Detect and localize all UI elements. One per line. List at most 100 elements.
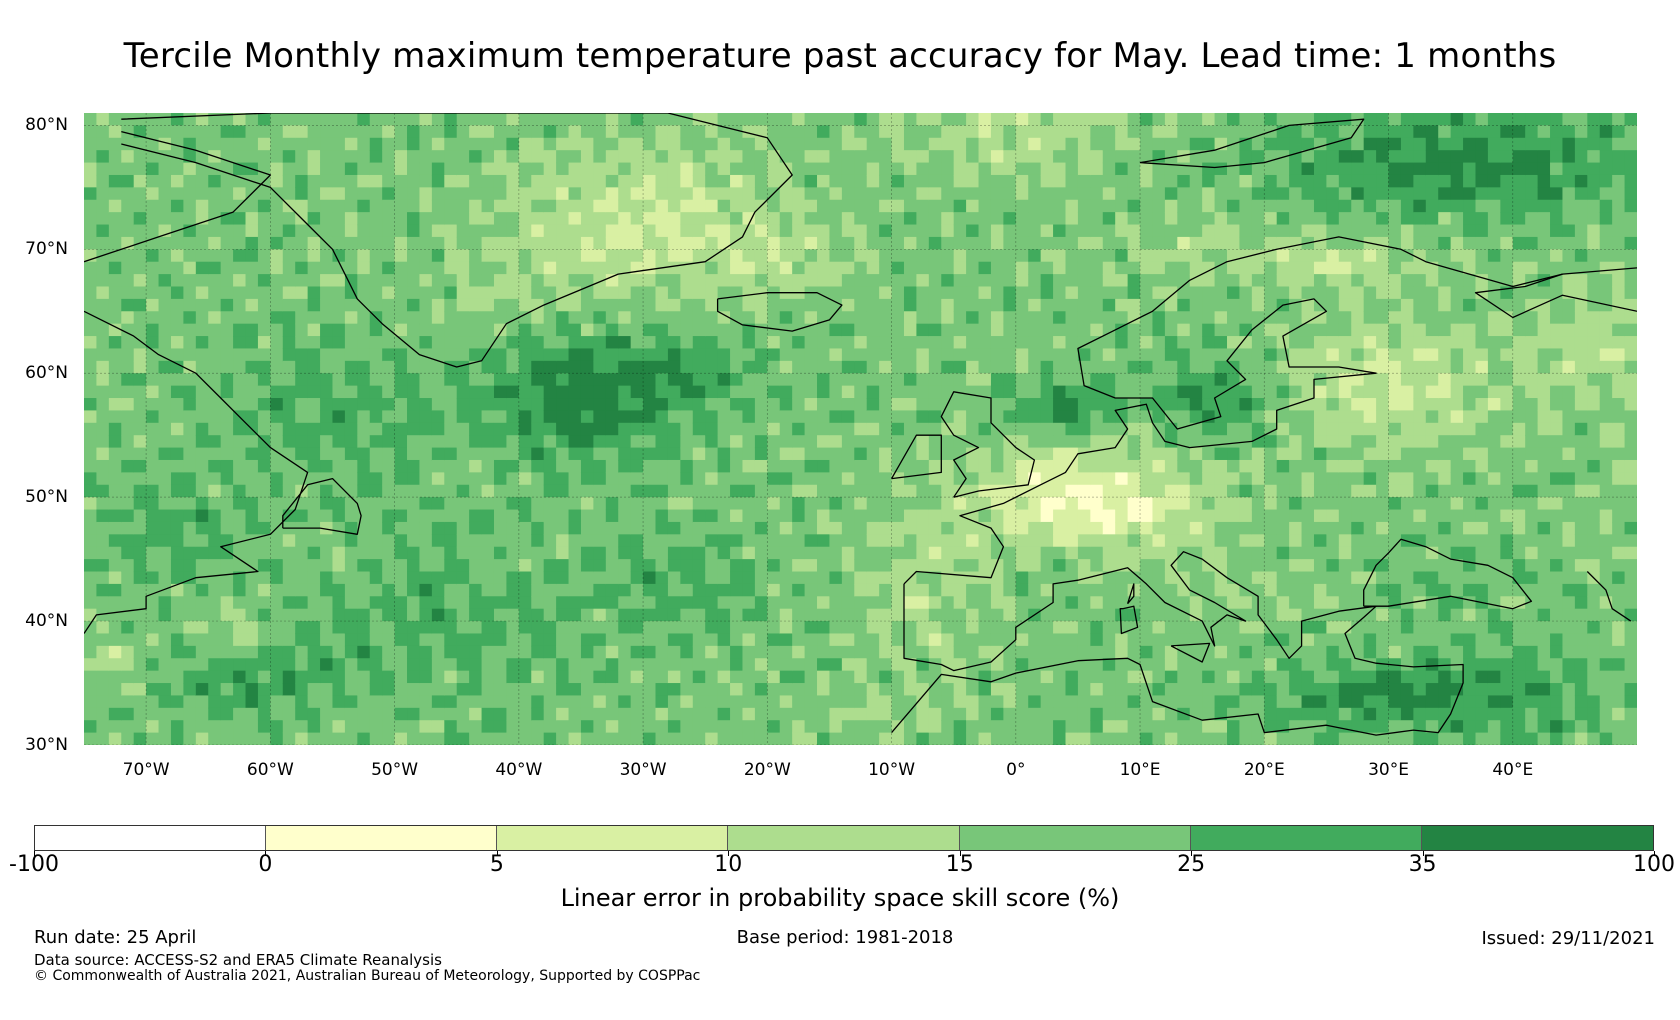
skill-cell: [133, 113, 147, 126]
skill-cell: [518, 298, 532, 312]
skill-cell: [829, 249, 843, 263]
skill-cell: [1140, 298, 1154, 312]
skill-cell: [1015, 707, 1029, 721]
skill-cell: [419, 559, 433, 573]
skill-cell: [431, 336, 445, 350]
skill-cell: [1202, 174, 1216, 188]
skill-cell: [1289, 199, 1303, 213]
skill-cell: [270, 236, 284, 250]
skill-cell: [493, 360, 508, 374]
skill-cell: [680, 113, 694, 126]
skill-cell: [680, 150, 694, 164]
skill-cell: [506, 608, 520, 622]
skill-cell: [257, 236, 271, 250]
skill-cell: [667, 683, 681, 697]
skill-cell: [121, 658, 135, 672]
skill-cell: [282, 373, 296, 387]
skill-cell: [1152, 670, 1166, 684]
skill-cell: [1015, 137, 1029, 151]
skill-cell: [543, 298, 557, 312]
skill-cell: [344, 336, 358, 350]
skill-cell: [382, 732, 396, 745]
skill-cell: [344, 695, 358, 709]
skill-cell: [966, 472, 980, 486]
skill-cell: [580, 410, 594, 424]
skill-cell: [841, 298, 855, 312]
skill-cell: [257, 113, 271, 126]
skill-cell: [767, 509, 781, 523]
skill-cell: [1127, 286, 1141, 300]
skill-cell: [978, 571, 992, 585]
skill-cell: [580, 447, 594, 461]
skill-cell: [717, 497, 731, 511]
skill-cell: [1003, 199, 1017, 213]
skill-cell: [1115, 521, 1129, 535]
skill-cell: [1028, 484, 1042, 498]
skill-cell: [1140, 249, 1154, 263]
skill-cell: [742, 286, 756, 300]
skill-cell: [307, 274, 321, 288]
skill-cell: [903, 150, 917, 164]
skill-cell: [518, 534, 532, 548]
skill-cell: [481, 373, 495, 387]
skill-cell: [146, 621, 160, 635]
skill-cell: [456, 683, 470, 697]
skill-cell: [369, 521, 383, 535]
skill-cell: [1289, 137, 1303, 151]
skill-cell: [394, 187, 408, 201]
skill-cell: [754, 174, 768, 188]
skill-cell: [1152, 212, 1166, 226]
skill-cell: [1164, 447, 1178, 461]
skill-cell: [518, 583, 532, 597]
skill-cell: [941, 435, 955, 449]
skill-cell: [1177, 398, 1191, 412]
skill-cell: [1015, 187, 1029, 201]
skill-cell: [1127, 113, 1141, 126]
skill-cell: [257, 274, 271, 288]
skill-cell: [133, 521, 147, 535]
skill-cell: [742, 174, 756, 188]
skill-cell: [643, 336, 657, 350]
skill-cell: [1115, 113, 1129, 126]
skill-cell: [879, 497, 893, 511]
skill-cell: [1102, 509, 1116, 523]
skill-cell: [1090, 274, 1104, 288]
skill-cell: [829, 509, 843, 523]
skill-cell: [556, 311, 570, 325]
skill-cell: [866, 621, 880, 635]
skill-cell: [990, 509, 1004, 523]
skill-cell: [108, 150, 122, 164]
skill-cell: [605, 559, 619, 573]
skill-cell: [108, 484, 122, 498]
skill-cell: [506, 385, 520, 399]
skill-cell: [320, 286, 334, 300]
skill-cell: [580, 137, 594, 151]
skill-cell: [531, 274, 545, 288]
skill-cell: [1140, 720, 1154, 734]
skill-cell: [841, 596, 855, 610]
skill-cell: [953, 298, 967, 312]
skill-cell: [854, 410, 868, 424]
skill-cell: [866, 422, 880, 436]
skill-cell: [84, 621, 98, 635]
skill-cell: [941, 199, 955, 213]
skill-cell: [655, 150, 669, 164]
skill-cell: [1289, 521, 1303, 535]
skill-cell: [431, 459, 445, 473]
skill-cell: [1239, 447, 1253, 461]
skill-cell: [978, 373, 992, 387]
skill-cell: [1028, 596, 1042, 610]
skill-cell: [431, 447, 445, 461]
skill-cell: [1127, 658, 1141, 672]
skill-cell: [891, 621, 905, 635]
skill-cell: [1227, 373, 1241, 387]
skill-cell: [158, 435, 172, 449]
skill-cell: [481, 720, 495, 734]
skill-cell: [742, 323, 756, 337]
skill-cell: [643, 670, 657, 684]
skill-cell: [593, 174, 607, 188]
skill-cell: [208, 348, 222, 362]
skill-cell: [1053, 150, 1067, 164]
skill-cell: [1152, 435, 1166, 449]
skill-cell: [1202, 608, 1216, 622]
